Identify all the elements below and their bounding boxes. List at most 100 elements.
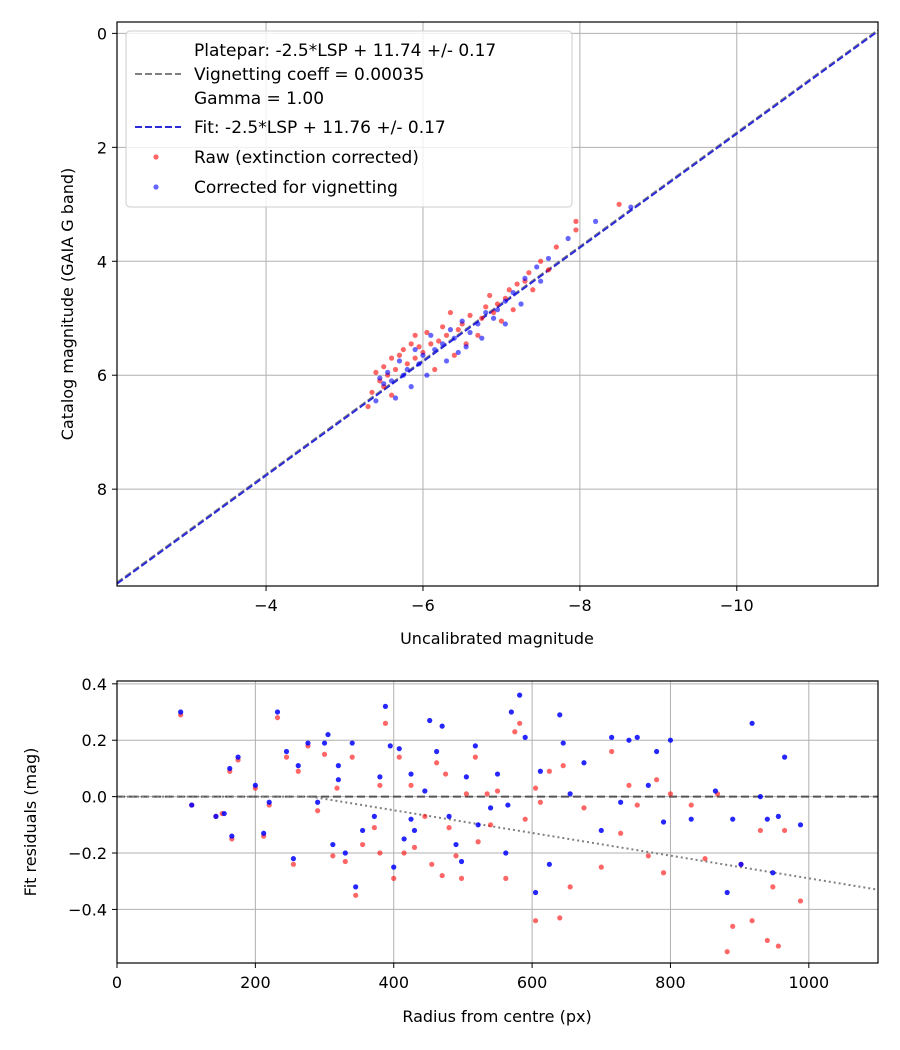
corrected-point	[439, 341, 446, 347]
corrected-point	[424, 372, 430, 378]
raw-residual-point	[532, 918, 539, 924]
corrected-point	[628, 204, 634, 210]
raw-point	[514, 281, 520, 287]
raw-residual-point	[654, 777, 660, 783]
corrected-residual-point	[453, 841, 459, 848]
corrected-residual-point	[335, 777, 341, 783]
corrected-point	[447, 327, 454, 333]
raw-residual-point	[770, 884, 776, 890]
corrected-residual-point	[353, 884, 359, 890]
raw-point	[447, 309, 454, 316]
raw-residual-point	[618, 830, 624, 836]
corrected-residual-point	[724, 889, 730, 896]
raw-point	[573, 218, 579, 224]
raw-point	[616, 201, 622, 207]
raw-residual-point	[764, 937, 770, 944]
raw-point	[538, 258, 544, 264]
corrected-residual-point	[266, 799, 272, 805]
legend-platepar-line3: Gamma = 1.00	[194, 89, 324, 109]
corrected-residual-point	[295, 763, 301, 769]
corrected-point	[455, 349, 461, 356]
corrected-point	[592, 218, 599, 224]
corrected-residual-point	[505, 802, 511, 808]
raw-point	[475, 332, 481, 338]
corrected-residual-point	[712, 788, 719, 794]
corrected-residual-point	[757, 794, 763, 800]
raw-residual-point	[688, 802, 694, 808]
raw-residual-point	[749, 918, 755, 924]
raw-residual-point	[782, 827, 788, 834]
corrected-residual-point	[730, 816, 736, 822]
corrected-residual-point	[487, 805, 494, 811]
corrected-point	[538, 278, 544, 284]
bottom-y-tick-label: −0.2	[68, 844, 107, 863]
corrected-point	[502, 321, 508, 327]
corrected-residual-point	[546, 861, 552, 867]
raw-point	[381, 364, 387, 370]
raw-residual-point	[567, 884, 573, 890]
top-x-tick-label: −10	[720, 596, 754, 615]
bottom-x-tick-label: 1000	[788, 973, 829, 992]
raw-residual-point	[401, 850, 407, 856]
top-axes-frame	[116, 21, 879, 587]
corrected-residual-point	[221, 810, 227, 817]
corrected-point	[396, 358, 403, 364]
raw-residual-point	[295, 768, 301, 774]
bottom-y-tick-label: −0.4	[68, 900, 107, 919]
corrected-point	[522, 275, 528, 281]
raw-residual-point	[458, 875, 465, 882]
corrected-residual-point	[517, 692, 523, 698]
legend-corrected-swatch	[153, 184, 159, 190]
legend-corrected-label: Corrected for vignetting	[194, 178, 398, 198]
corrected-residual-point	[463, 774, 469, 780]
bottom-y-tick-label: 0.0	[82, 788, 107, 807]
legend-fit-label: Fit: -2.5*LSP + 11.76 +/- 0.17	[194, 118, 446, 138]
raw-residual-point	[487, 822, 494, 828]
corrected-residual-point	[508, 709, 514, 715]
corrected-residual-point	[434, 748, 440, 755]
corrected-residual-point	[213, 813, 219, 819]
raw-point	[545, 267, 552, 273]
raw-residual-point	[396, 754, 402, 760]
top-x-tick-label: −8	[568, 596, 592, 615]
corrected-residual-point	[408, 771, 414, 777]
raw-residual-point	[609, 748, 615, 755]
corrected-point	[443, 358, 450, 364]
raw-residual-point	[446, 825, 452, 831]
bottom-x-tick-label: 600	[517, 973, 548, 992]
corrected-residual-point	[377, 774, 383, 780]
corrected-residual-point	[382, 703, 389, 709]
corrected-residual-point	[446, 813, 452, 819]
corrected-point	[392, 395, 399, 401]
top-scatter-points	[365, 201, 634, 410]
legend-raw-label: Raw (extinction corrected)	[194, 148, 419, 168]
raw-point	[365, 403, 371, 410]
raw-point	[416, 344, 422, 350]
raw-residual-point	[315, 808, 321, 814]
corrected-point	[400, 372, 406, 378]
corrected-point	[420, 352, 426, 358]
corrected-residual-point	[396, 746, 402, 752]
top-y-tick-label: 8	[97, 480, 107, 499]
corrected-residual-point	[472, 743, 478, 749]
raw-residual-point	[321, 751, 328, 757]
corrected-residual-point	[359, 827, 366, 834]
corrected-point	[388, 378, 395, 384]
raw-residual-point	[359, 841, 366, 848]
raw-point	[455, 327, 461, 333]
vignetting-curve	[310, 795, 879, 891]
corrected-residual-point	[283, 748, 290, 755]
corrected-residual-point	[227, 765, 233, 772]
bottom-chart: 0 200 400 600 800 1000 0.4 0.2 0.0 −0.2 −0.4 Radiu…	[21, 675, 879, 1026]
raw-residual-point	[377, 782, 383, 788]
corrected-residual-point	[645, 782, 651, 788]
corrected-residual-point	[325, 731, 331, 738]
raw-residual-point	[522, 816, 528, 822]
legend-raw-swatch	[153, 154, 159, 160]
raw-point	[506, 287, 512, 293]
raw-residual-point	[429, 861, 435, 867]
corrected-point	[494, 307, 501, 313]
corrected-residual-point	[532, 889, 539, 896]
top-y-axis-label: Catalog magnitude (GAIA G band)	[58, 168, 77, 440]
raw-residual-point	[626, 782, 632, 788]
